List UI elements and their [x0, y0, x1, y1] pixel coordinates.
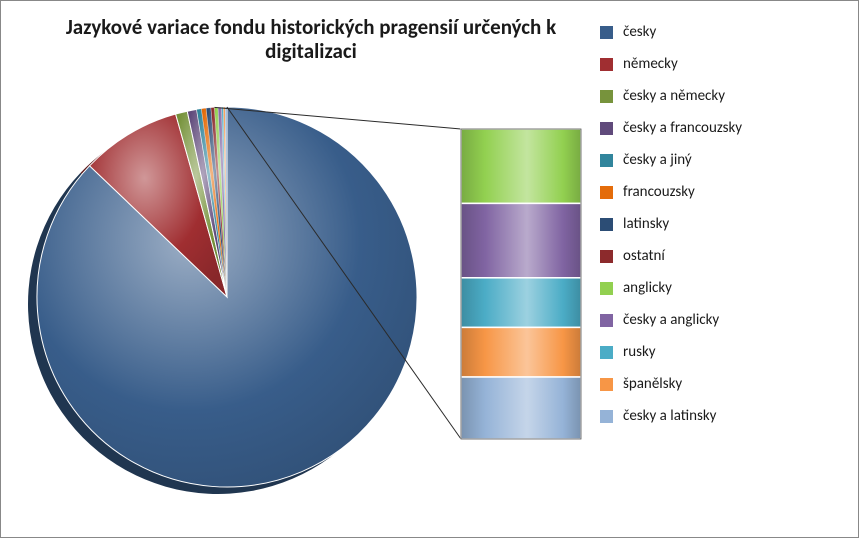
legend-swatch — [600, 90, 613, 103]
legend-label: česky a francouzsky — [623, 119, 742, 137]
legend-label: ostatní — [623, 247, 665, 265]
legend-swatch — [600, 314, 613, 327]
legend-item: španělsky — [600, 375, 830, 393]
callout-bar-segment — [461, 129, 581, 203]
legend-label: francouzsky — [623, 183, 695, 201]
legend-item: francouzsky — [600, 183, 830, 201]
legend-label: rusky — [623, 343, 656, 361]
legend-swatch — [600, 250, 613, 263]
legend-swatch — [600, 26, 613, 39]
legend-label: česky a latinsky — [623, 407, 716, 425]
legend-label: česky a anglicky — [623, 311, 719, 329]
callout-bar-segment — [461, 377, 581, 439]
legend-swatch — [600, 186, 613, 199]
legend-swatch — [600, 282, 613, 295]
legend-item: ostatní — [600, 247, 830, 265]
legend-label: anglicky — [623, 279, 672, 297]
callout-bar-segment — [461, 278, 581, 328]
legend-swatch — [600, 410, 613, 423]
legend-swatch — [600, 378, 613, 391]
legend-label: česky a německy — [623, 87, 725, 105]
legend-item: latinsky — [600, 215, 830, 233]
legend-item: česky a německy — [600, 87, 830, 105]
callout-bar-segment — [461, 327, 581, 377]
legend-label: španělsky — [623, 375, 682, 393]
legend-item: česky a latinsky — [600, 407, 830, 425]
legend-swatch — [600, 122, 613, 135]
legend-label: německy — [623, 55, 678, 73]
legend-item: česky a jiný — [600, 151, 830, 169]
legend-item: anglicky — [600, 279, 830, 297]
legend-item: česky a anglicky — [600, 311, 830, 329]
legend-item: česky — [600, 23, 830, 41]
legend-item: rusky — [600, 343, 830, 361]
legend-swatch — [600, 218, 613, 231]
legend-label: česky a jiný — [623, 151, 692, 169]
legend-item: německy — [600, 55, 830, 73]
legend-item: česky a francouzsky — [600, 119, 830, 137]
legend-swatch — [600, 154, 613, 167]
legend-label: latinsky — [623, 215, 669, 233]
callout-bar-segment — [461, 203, 581, 277]
legend-swatch — [600, 58, 613, 71]
legend-swatch — [600, 346, 613, 359]
chart-frame: Jazykové variace fondu historických prag… — [0, 0, 859, 538]
legend-label: česky — [623, 23, 656, 41]
legend: česky německy česky a německy česky a franc… — [600, 23, 830, 439]
